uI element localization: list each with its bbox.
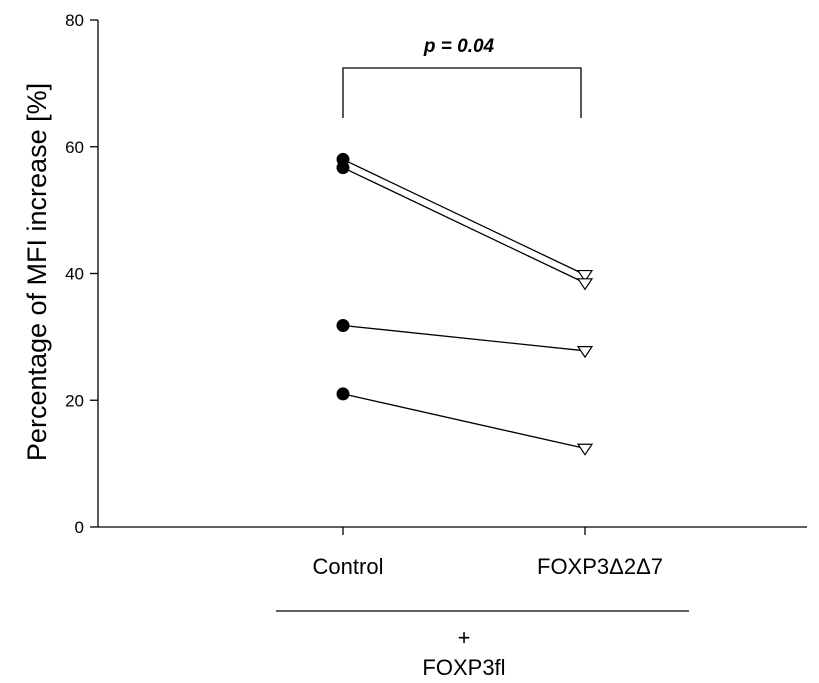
x-category-label: Control [313, 554, 384, 579]
data-markers [336, 152, 594, 456]
control-point [336, 387, 350, 401]
y-tick-label: 80 [65, 11, 84, 30]
p-value-annotation: p = 0.04 [423, 36, 495, 57]
series-line-3 [342, 324, 586, 352]
control-point [336, 161, 350, 175]
series-line-2 [342, 167, 586, 284]
group-plus-sign: + [458, 625, 471, 650]
axes [97, 20, 807, 528]
series-lines [342, 158, 586, 450]
control-point [336, 318, 350, 332]
series-line-4 [342, 393, 586, 450]
foxp3d2d7-point [576, 269, 594, 283]
significance-bracket [342, 67, 582, 118]
y-tick-label: 40 [65, 265, 84, 284]
bracket-line [342, 67, 582, 118]
foxp3d2d7-point [576, 278, 594, 291]
y-ticks: 0 20 40 60 80 [65, 11, 98, 537]
series-line-1 [342, 158, 586, 276]
foxp3d2d7-point [576, 346, 594, 359]
foxp3d2d7-point [576, 443, 594, 456]
x-category-label: FOXP3Δ2Δ7 [537, 554, 663, 579]
category-labels: Control FOXP3Δ2Δ7 [313, 527, 663, 579]
y-tick-label: 0 [75, 518, 84, 537]
y-tick-label: 20 [65, 391, 84, 410]
group-label: FOXP3fl [422, 655, 505, 680]
y-axis-label: Percentage of MFI increase [%] [22, 83, 52, 461]
y-tick-label: 60 [65, 138, 84, 157]
